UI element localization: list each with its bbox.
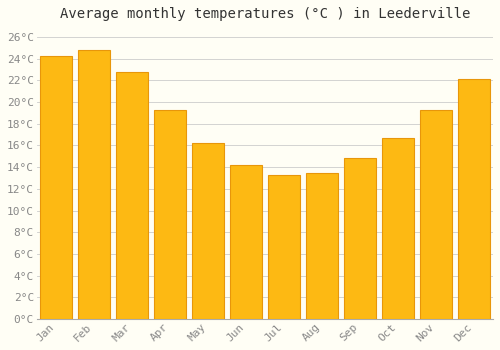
Bar	[40, 56, 72, 319]
Bar	[344, 159, 376, 319]
Bar	[306, 173, 338, 319]
Title: Average monthly temperatures (°C ) in Leederville: Average monthly temperatures (°C ) in Le…	[60, 7, 470, 21]
Bar	[116, 72, 148, 319]
Bar	[458, 79, 490, 319]
Bar	[268, 175, 300, 319]
Bar	[230, 165, 262, 319]
Bar	[192, 143, 224, 319]
Bar	[420, 110, 452, 319]
Bar	[382, 138, 414, 319]
Bar	[78, 50, 110, 319]
Bar	[154, 110, 186, 319]
